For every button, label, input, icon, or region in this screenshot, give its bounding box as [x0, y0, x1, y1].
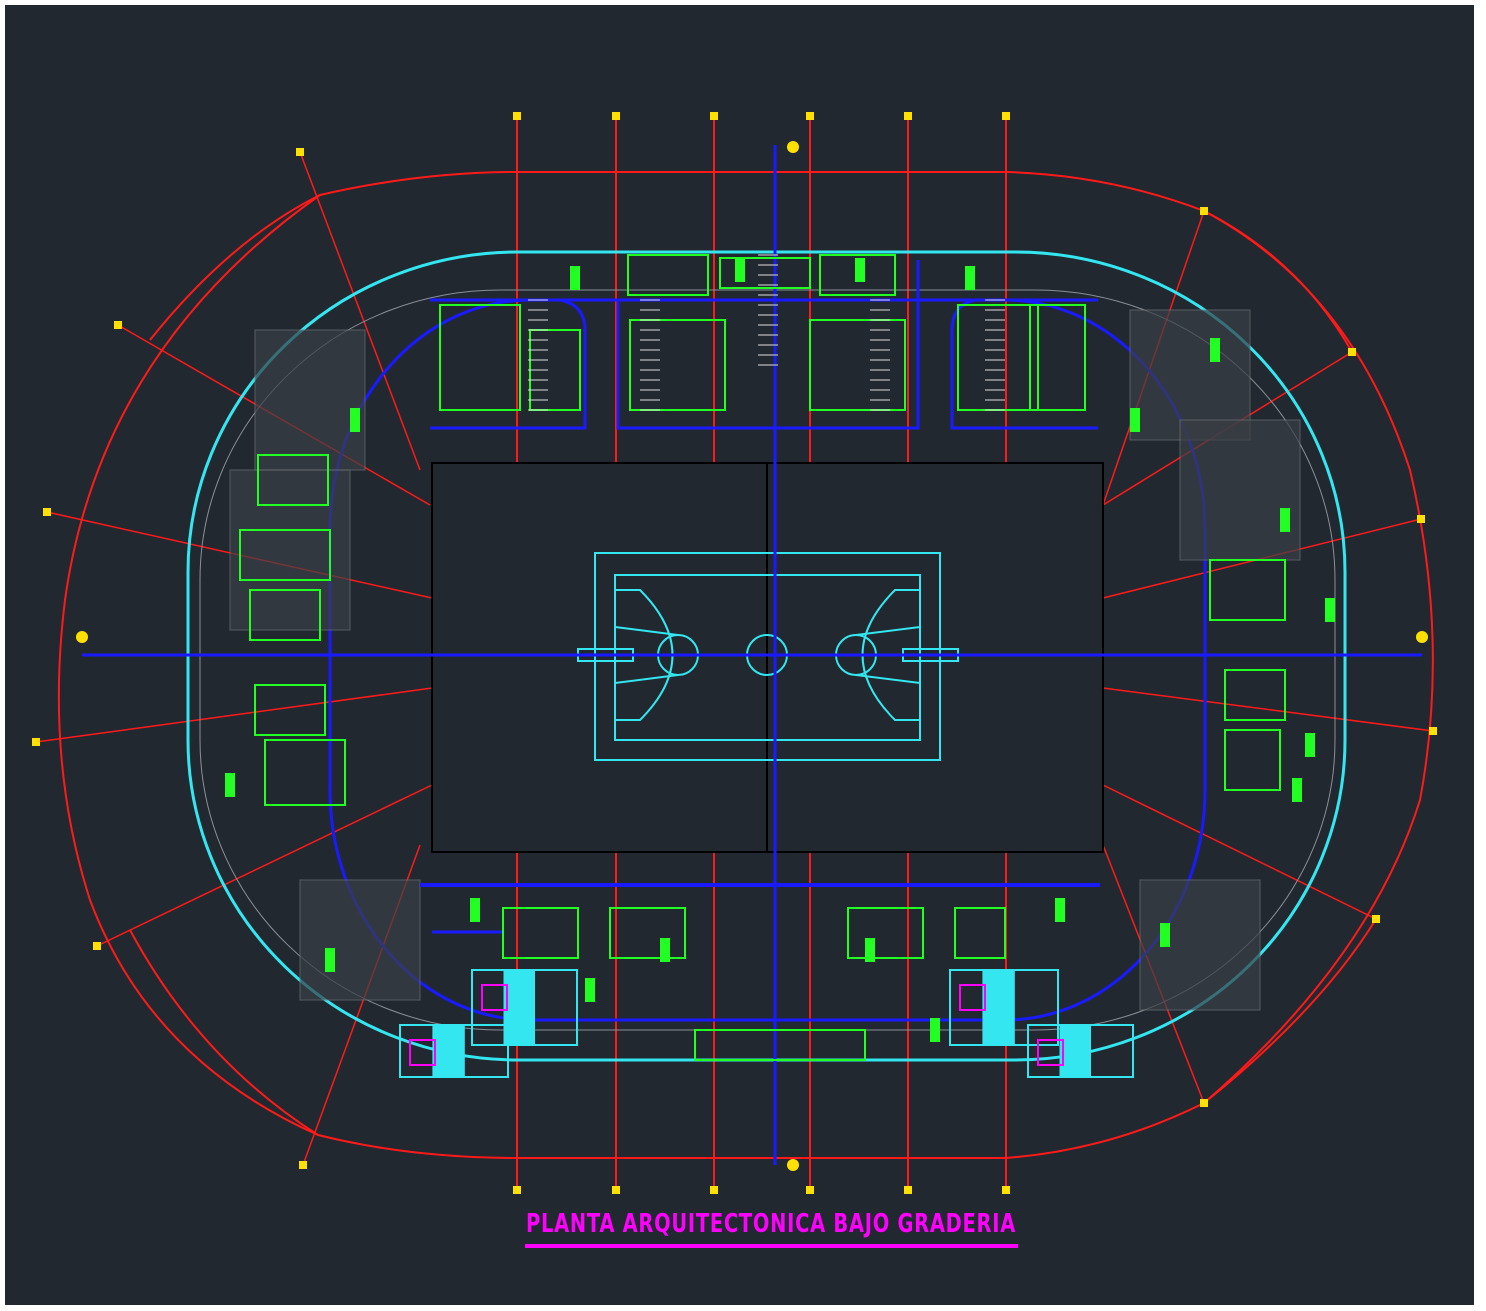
axis-marker: [32, 738, 40, 746]
floor-plan: [32, 112, 1437, 1194]
fixture: [325, 948, 335, 972]
room: [719, 257, 811, 289]
axis-marker: [93, 942, 101, 950]
axis-marker: [710, 112, 718, 120]
room: [257, 454, 329, 506]
room: [1224, 729, 1281, 791]
room: [1209, 559, 1286, 621]
radial-axis: [1102, 687, 1434, 732]
fixture: [1305, 733, 1315, 757]
fixture: [1210, 338, 1220, 362]
axis-marker: [710, 1186, 718, 1194]
axis-marker: [904, 112, 912, 120]
access-fill: [432, 1025, 465, 1077]
fixture: [660, 938, 670, 962]
axis-marker: [1200, 207, 1208, 215]
fixture: [225, 773, 235, 797]
room: [954, 907, 1006, 959]
inner-grid-arc: [129, 194, 1377, 1136]
room: [239, 529, 331, 581]
fixture: [855, 258, 865, 282]
fixture: [865, 938, 875, 962]
seating-area: [254, 329, 366, 471]
fixture: [1280, 508, 1290, 532]
radial-axis: [35, 687, 433, 743]
inner-boundary: [328, 298, 1207, 1022]
axis-marker: [612, 112, 620, 120]
top-rooms-mid: [616, 260, 920, 430]
fixture: [965, 266, 975, 290]
drawing-title: PLANTA ARQUITECTONICA BAJO GRADERIA: [526, 1209, 1016, 1239]
room: [819, 254, 896, 296]
access-detail: [481, 984, 508, 1011]
axis-marker: [114, 321, 122, 329]
radial-axis: [299, 151, 421, 471]
axis-marker: [299, 1161, 307, 1169]
seating-area: [229, 469, 351, 631]
access-fill: [1059, 1025, 1091, 1077]
axis-marker: [1002, 112, 1010, 120]
axis-marker: [1348, 348, 1356, 356]
axis-marker: [1372, 915, 1380, 923]
fixture: [1055, 898, 1065, 922]
top-rooms-left: [430, 298, 587, 430]
room: [439, 304, 521, 411]
fixture: [570, 266, 580, 290]
room: [264, 739, 346, 806]
room: [1224, 669, 1286, 721]
axis-end: [76, 631, 88, 643]
room: [627, 254, 709, 296]
fixture: [1160, 923, 1170, 947]
key-right: [855, 626, 921, 684]
access-detail: [959, 984, 986, 1011]
access-detail: [1037, 1039, 1064, 1066]
top-rooms-right: [950, 298, 1098, 430]
axis-end: [787, 1159, 799, 1171]
axis-end: [1416, 631, 1428, 643]
basketball-court: [614, 574, 921, 741]
axis-marker: [513, 1186, 521, 1194]
room: [629, 319, 726, 411]
room: [1029, 304, 1086, 411]
axis-marker: [1429, 727, 1437, 735]
room: [609, 907, 686, 959]
access-detail: [409, 1039, 436, 1066]
seating-area: [299, 879, 421, 1001]
key-left: [614, 626, 679, 684]
radial-axis: [1102, 784, 1377, 920]
room: [694, 1029, 866, 1061]
fixture: [350, 408, 360, 432]
seating-area: [1139, 879, 1261, 1011]
access-fill: [982, 970, 1015, 1045]
room: [254, 684, 326, 736]
axis-marker: [806, 1186, 814, 1194]
seating-area: [1129, 309, 1251, 441]
axis-marker: [612, 1186, 620, 1194]
room: [502, 907, 579, 959]
axis-marker: [43, 508, 51, 516]
axis-end: [787, 141, 799, 153]
fixture: [1130, 408, 1140, 432]
radial-axis: [96, 784, 433, 947]
axis-marker: [904, 1186, 912, 1194]
axis-marker: [1200, 1099, 1208, 1107]
fixture: [470, 898, 480, 922]
axis-marker: [1417, 515, 1425, 523]
room: [847, 907, 924, 959]
room: [809, 319, 906, 411]
axis-marker: [296, 148, 304, 156]
fixture: [735, 258, 745, 282]
fixture: [585, 978, 595, 1002]
axis-marker: [1002, 1186, 1010, 1194]
fixture: [1325, 598, 1335, 622]
fixture: [1292, 778, 1302, 802]
axis-marker: [806, 112, 814, 120]
axis-marker: [513, 112, 521, 120]
room: [249, 589, 321, 641]
seating-area: [1179, 419, 1301, 561]
fixture: [930, 1018, 940, 1042]
